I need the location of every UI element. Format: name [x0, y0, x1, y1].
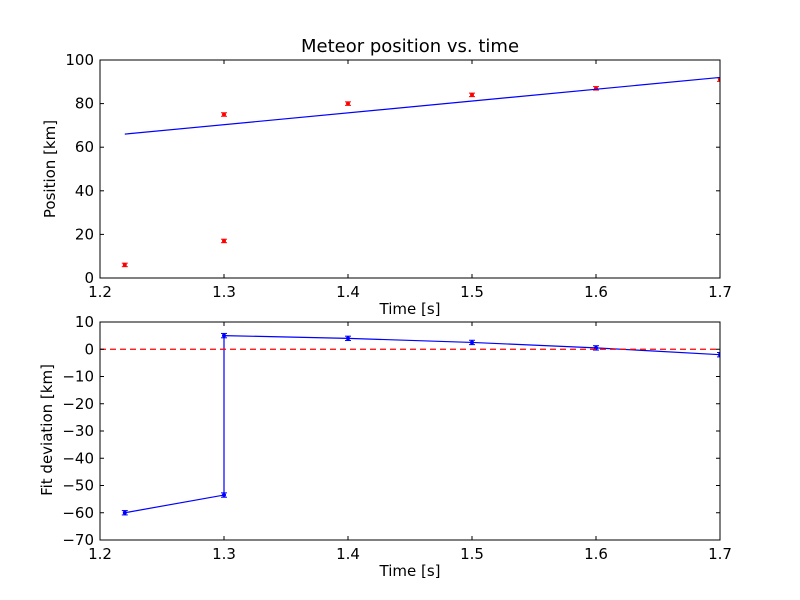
- bottom-x-tick-label: 1.7: [708, 545, 732, 563]
- bottom-data-point: [121, 510, 128, 516]
- top-x-axis-label: Time [s]: [379, 300, 441, 318]
- top-data-point: [221, 238, 227, 244]
- top-data-point: [221, 112, 227, 117]
- bottom-y-tick-label: −60: [62, 504, 94, 522]
- bottom-x-tick-label: 1.5: [460, 545, 484, 563]
- top-y-tick-label: 0: [84, 269, 94, 287]
- bottom-x-tick-label: 1.4: [336, 545, 360, 563]
- top-y-axis-label: Position [km]: [41, 120, 59, 218]
- bottom-data-point: [221, 332, 227, 339]
- top-y-tick-label: 20: [75, 225, 94, 243]
- bottom-deviation-line: [124, 335, 720, 514]
- top-x-tick-label: 1.4: [336, 283, 360, 301]
- bottom-y-tick-label: −30: [62, 422, 94, 440]
- top-x-tick-label: 1.3: [212, 283, 236, 301]
- top-y-tick-label: 100: [65, 51, 94, 69]
- top-plot-area: 1.2 1.3 1.4 1.5 1.6 1.7 0 20 40 60 80 100: [65, 51, 732, 301]
- top-x-tick-label: 1.5: [460, 283, 484, 301]
- bottom-x-axis-label: Time [s]: [379, 562, 441, 580]
- top-data-point: [345, 101, 351, 106]
- top-x-tick-label: 1.6: [584, 283, 608, 301]
- bottom-data-point: [469, 339, 475, 346]
- top-data-point: [469, 92, 475, 98]
- bottom-x-tick-label: 1.6: [584, 545, 608, 563]
- top-y-tick-label: 80: [75, 95, 94, 113]
- bottom-y-tick-label: −10: [62, 368, 94, 386]
- top-fit-line: [124, 76, 720, 135]
- top-y-tick-label: 40: [75, 182, 94, 200]
- bottom-x-tick-label: 1.3: [212, 545, 236, 563]
- top-series-layer: [121, 76, 720, 268]
- bottom-y-tick-label: −40: [62, 449, 94, 467]
- bottom-y-tick-label: −70: [62, 531, 94, 549]
- bottom-data-point: [221, 492, 227, 498]
- bottom-plot-area: 1.2 1.3 1.4 1.5 1.6 1.7 10 0 −10 −20 −30 −40 −50 −60 −…: [62, 313, 732, 563]
- top-y-tick-label: 60: [75, 138, 94, 156]
- top-x-tick-label: 1.2: [88, 283, 112, 301]
- bottom-axes-frame: [99, 321, 721, 541]
- bottom-y-tick-label: −50: [62, 477, 94, 495]
- bottom-y-tick-label: −20: [62, 395, 94, 413]
- top-x-tick-label: 1.7: [708, 283, 732, 301]
- top-data-point: [121, 262, 128, 268]
- top-axes-frame: [99, 59, 721, 279]
- bottom-x-tick-label: 1.2: [88, 545, 112, 563]
- bottom-series-layer: [100, 332, 720, 516]
- bottom-y-tick-label: 0: [84, 340, 94, 358]
- top-chart-title: Meteor position vs. time: [301, 36, 519, 57]
- bottom-y-axis-label: Fit deviation [km]: [38, 364, 56, 496]
- bottom-y-tick-label: 10: [75, 313, 94, 331]
- bottom-data-point: [345, 335, 351, 342]
